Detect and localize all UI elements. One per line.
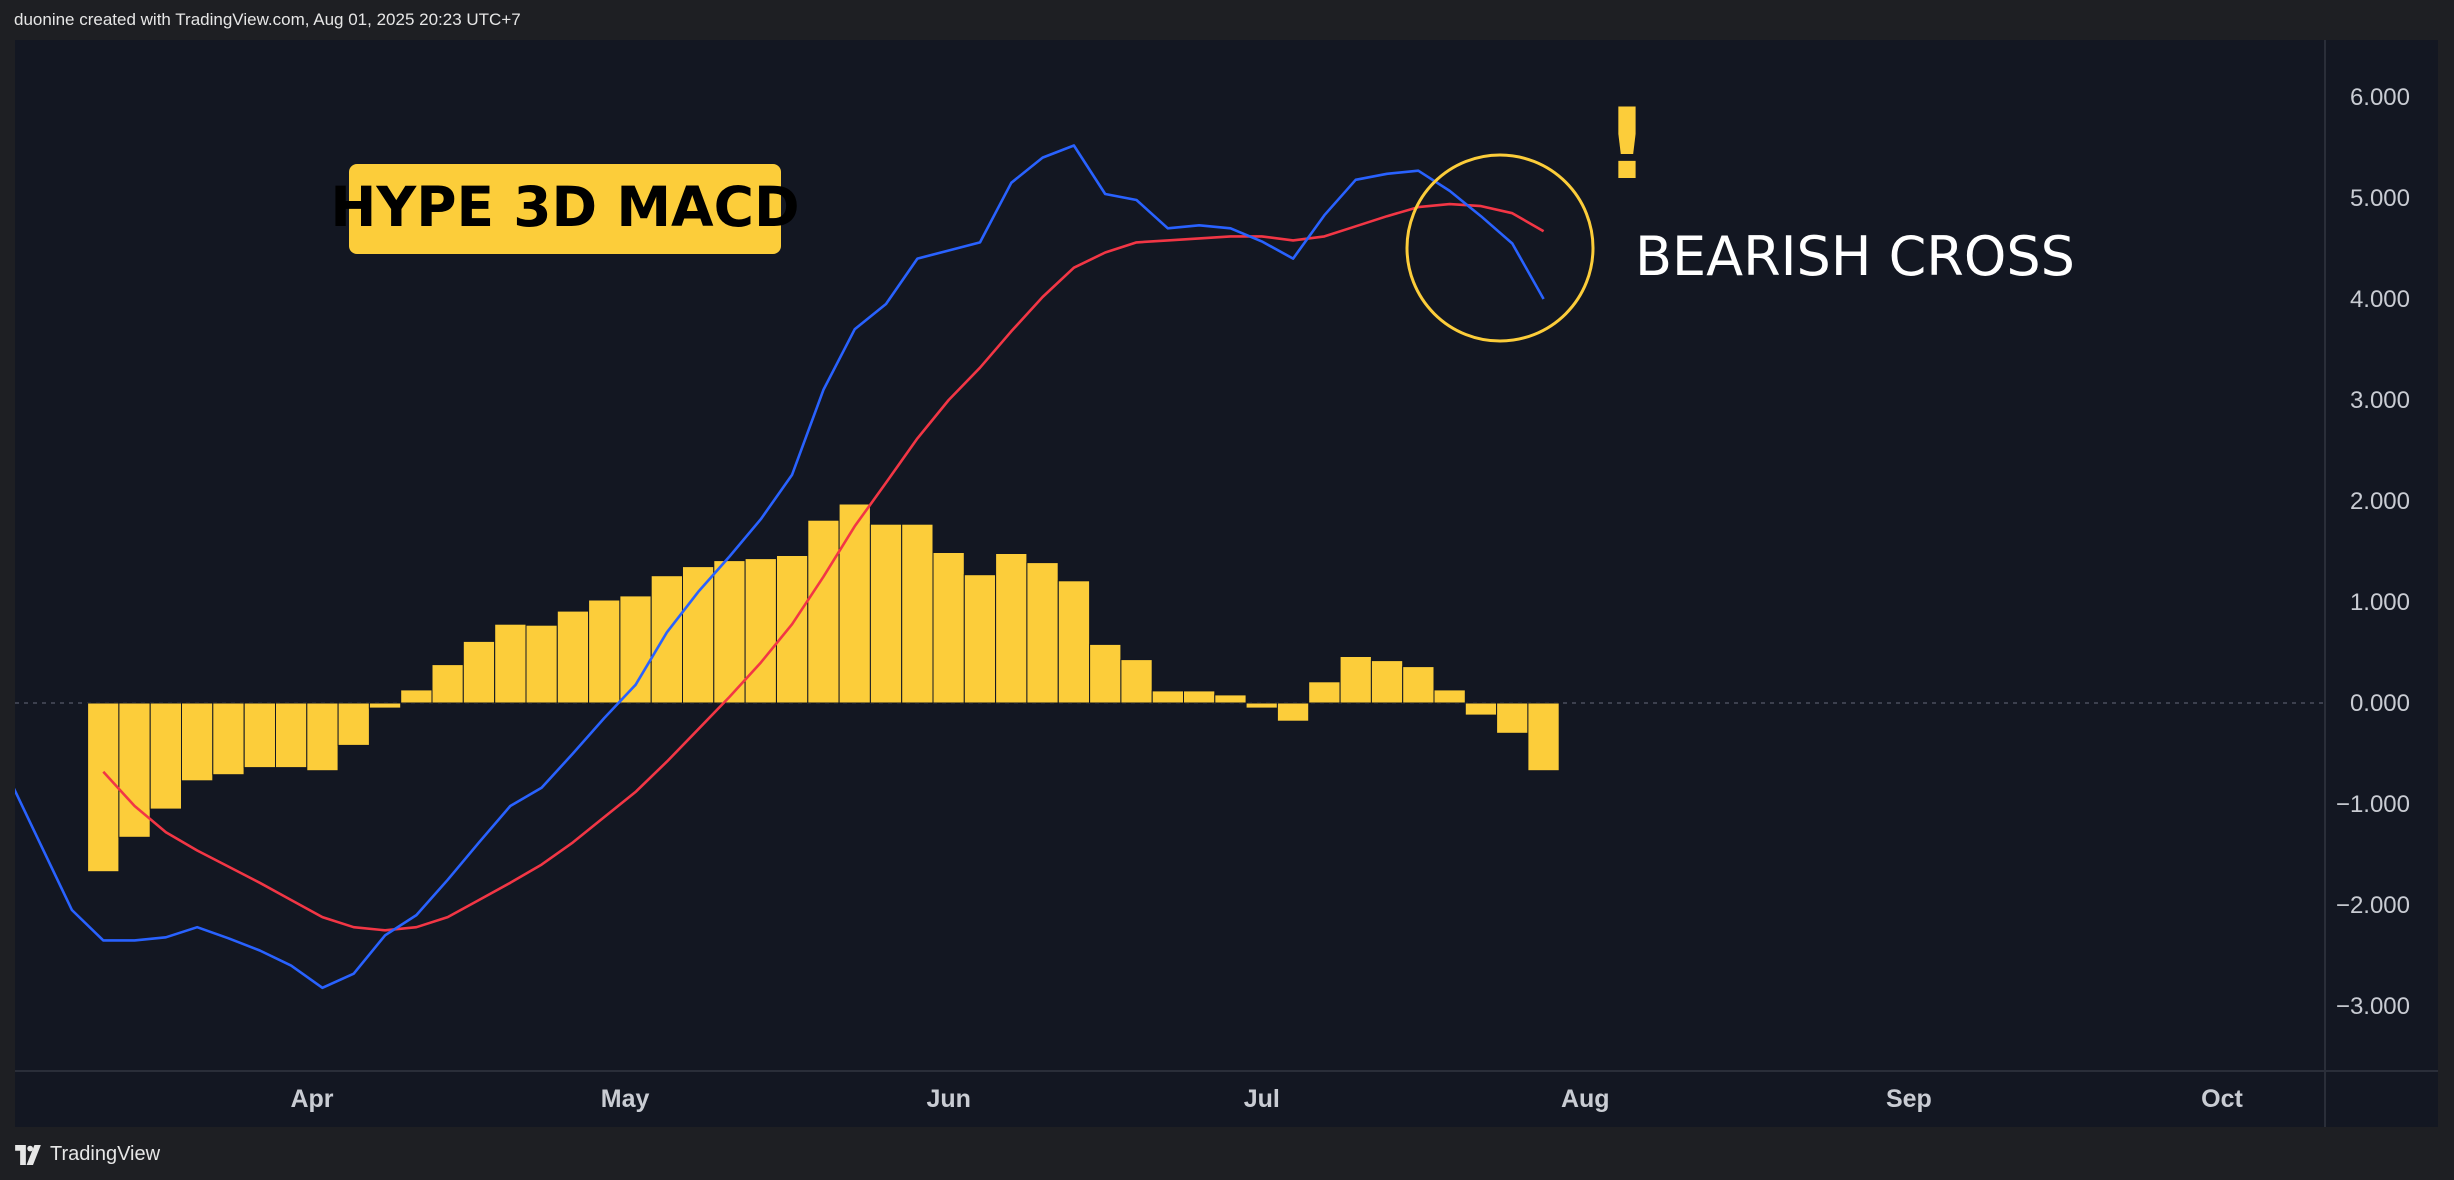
exclamation-icon: ! [1605, 88, 1650, 202]
histogram-bar [744, 558, 777, 704]
histogram-bar [181, 702, 214, 782]
y-tick-label: −1.000 [2336, 791, 2410, 818]
histogram-bar [306, 702, 339, 772]
histogram-bar [494, 623, 527, 704]
signal-line [102, 202, 1545, 932]
histogram-bar [525, 624, 558, 704]
x-tick-label: Apr [290, 1085, 333, 1113]
histogram-bar [713, 560, 746, 704]
histogram-bar [1057, 580, 1091, 704]
x-tick-label: Jun [926, 1085, 970, 1113]
histogram-bar [1308, 681, 1341, 704]
histogram-bar [1089, 643, 1122, 704]
histogram-bar [619, 595, 652, 704]
histogram-bar [838, 503, 871, 704]
histogram-bar [807, 519, 840, 704]
title-badge-background [349, 164, 781, 254]
histogram-bar [1214, 694, 1247, 704]
macd-line [15, 144, 1545, 990]
attribution-text: duonine created with TradingView.com, Au… [14, 10, 521, 29]
histogram-bar [1496, 702, 1529, 734]
histogram-bar [1464, 702, 1498, 716]
x-tick-label: Sep [1886, 1085, 1932, 1113]
histogram-bar [932, 552, 965, 704]
y-tick-label: 5.000 [2350, 185, 2410, 212]
title-badge: HYPE 3D MACD [330, 164, 800, 254]
histogram-bar [869, 523, 903, 704]
histogram-bar [337, 702, 370, 746]
histogram-bar [149, 702, 182, 810]
y-tick-label: −3.000 [2336, 993, 2410, 1020]
histogram-bar [1402, 666, 1435, 704]
bearish-cross-label: BEARISH CROSS [1635, 225, 2075, 288]
y-tick-label: −2.000 [2336, 892, 2410, 919]
time-axis[interactable]: Apr May Jun Jul Aug Sep Oct [290, 1085, 2243, 1113]
y-tick-label: 1.000 [2350, 589, 2410, 616]
histogram-bar [588, 599, 621, 704]
y-tick-label: 2.000 [2350, 488, 2410, 515]
histogram-bar [1276, 702, 1310, 722]
histogram-bar [1245, 702, 1278, 709]
histogram-bar [1183, 690, 1216, 704]
x-tick-label: Oct [2201, 1085, 2243, 1113]
y-tick-label: 4.000 [2350, 286, 2410, 313]
histogram-bar [1120, 659, 1153, 704]
histogram-bar [243, 702, 276, 769]
x-tick-label: Aug [1561, 1085, 1610, 1113]
bearish-cross-circle [1405, 153, 1595, 343]
attribution-header: duonine created with TradingView.com, Au… [0, 0, 2454, 40]
histogram-bar [462, 640, 496, 704]
histogram-bar [901, 523, 934, 704]
macd-histogram [87, 503, 1560, 873]
histogram-bar [1433, 689, 1466, 704]
footer-bar: TradingView [0, 1127, 2454, 1180]
histogram-bar [118, 702, 151, 838]
title-badge-text: HYPE 3D MACD [330, 175, 799, 239]
histogram-bar [963, 574, 997, 704]
y-tick-label: 3.000 [2350, 387, 2410, 414]
tradingview-logo-icon [15, 1144, 41, 1165]
y-tick-label: 6.000 [2350, 84, 2410, 111]
histogram-bar [1527, 702, 1560, 772]
histogram-bar [275, 702, 308, 769]
histogram-bar [776, 555, 809, 704]
histogram-bar [995, 553, 1028, 704]
chart-area[interactable]: 6.000 5.000 4.000 3.000 2.000 1.000 0.000 −1.00… [15, 40, 2438, 1127]
y-tick-label: 0.000 [2350, 690, 2410, 717]
x-tick-label: May [601, 1085, 650, 1113]
histogram-bar [682, 566, 715, 704]
histogram-bar [212, 702, 245, 776]
tradingview-brand[interactable]: TradingView [14, 1143, 160, 1166]
x-tick-label: Jul [1244, 1085, 1280, 1113]
histogram-bar [368, 702, 402, 709]
histogram-bar [556, 610, 590, 704]
histogram-bar [1151, 690, 1184, 704]
histogram-bar [650, 575, 684, 704]
price-axis[interactable]: 6.000 5.000 4.000 3.000 2.000 1.000 0.000 −1.00… [2336, 84, 2410, 1020]
macd-chart[interactable]: 6.000 5.000 4.000 3.000 2.000 1.000 0.000 −1.00… [15, 40, 2438, 1127]
histogram-bar [400, 689, 433, 704]
histogram-bar [87, 702, 120, 873]
histogram-bar [1370, 660, 1404, 704]
histogram-bar [1026, 562, 1059, 704]
tradingview-brand-text: TradingView [50, 1143, 161, 1165]
histogram-bar [1339, 656, 1372, 704]
histogram-bar [431, 664, 464, 704]
